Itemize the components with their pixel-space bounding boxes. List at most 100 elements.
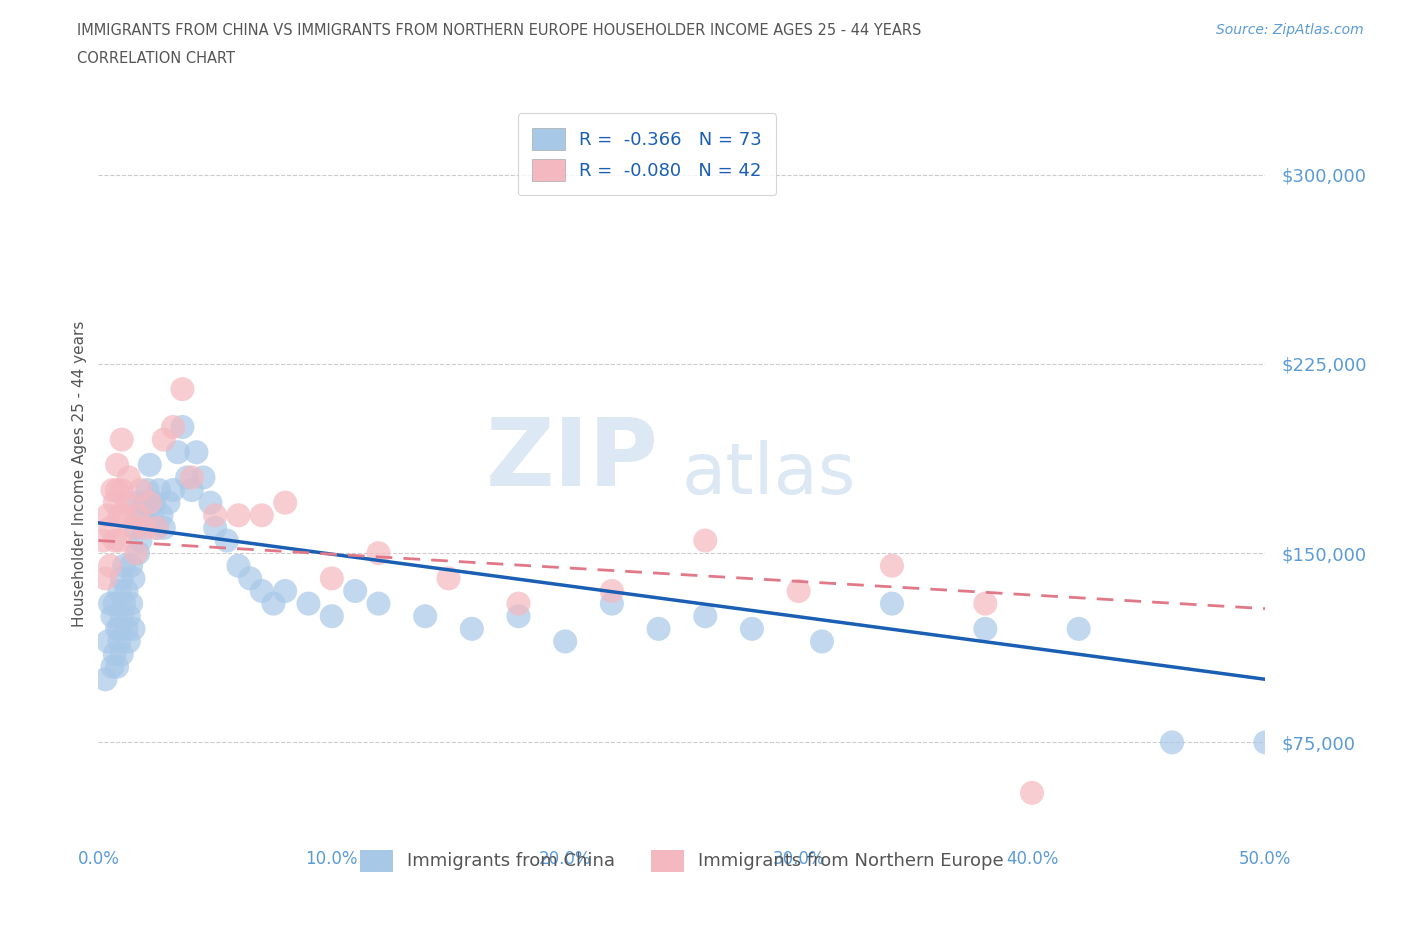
Point bbox=[122, 621, 145, 636]
Point bbox=[98, 596, 121, 611]
Point bbox=[880, 558, 903, 573]
Point bbox=[111, 571, 134, 586]
Point bbox=[274, 496, 297, 511]
Point bbox=[974, 621, 997, 636]
Point bbox=[108, 621, 131, 636]
Point bbox=[172, 419, 194, 434]
Point bbox=[115, 496, 138, 511]
Point bbox=[508, 596, 530, 611]
Point bbox=[508, 609, 530, 624]
Point bbox=[193, 470, 215, 485]
Point bbox=[166, 445, 188, 459]
Point bbox=[134, 521, 156, 536]
Point bbox=[118, 634, 141, 649]
Point bbox=[91, 533, 114, 548]
Point bbox=[136, 483, 159, 498]
Point bbox=[139, 496, 162, 511]
Point bbox=[132, 508, 155, 523]
Point bbox=[157, 496, 180, 511]
Point bbox=[101, 659, 124, 674]
Point bbox=[250, 583, 273, 598]
Point bbox=[105, 621, 128, 636]
Text: Source: ZipAtlas.com: Source: ZipAtlas.com bbox=[1216, 23, 1364, 37]
Point bbox=[274, 583, 297, 598]
Point bbox=[134, 496, 156, 511]
Point bbox=[105, 659, 128, 674]
Point bbox=[204, 521, 226, 536]
Point bbox=[105, 483, 128, 498]
Point bbox=[172, 381, 194, 396]
Point bbox=[108, 508, 131, 523]
Point bbox=[200, 496, 222, 511]
Text: atlas: atlas bbox=[682, 440, 856, 509]
Point bbox=[122, 521, 145, 536]
Point bbox=[118, 470, 141, 485]
Point bbox=[122, 571, 145, 586]
Point bbox=[880, 596, 903, 611]
Point bbox=[125, 546, 148, 561]
Point bbox=[118, 609, 141, 624]
Point bbox=[250, 508, 273, 523]
Text: CORRELATION CHART: CORRELATION CHART bbox=[77, 51, 235, 66]
Point bbox=[186, 445, 208, 459]
Point bbox=[127, 508, 149, 523]
Point bbox=[94, 571, 117, 586]
Point bbox=[204, 508, 226, 523]
Point bbox=[600, 596, 623, 611]
Point bbox=[146, 521, 169, 536]
Point bbox=[811, 634, 834, 649]
Point bbox=[228, 508, 250, 523]
Point bbox=[367, 546, 389, 561]
Point bbox=[127, 546, 149, 561]
Point bbox=[1067, 621, 1090, 636]
Point bbox=[97, 634, 120, 649]
Point bbox=[120, 558, 142, 573]
Point bbox=[108, 533, 131, 548]
Point bbox=[1021, 786, 1043, 801]
Point bbox=[162, 483, 184, 498]
Point bbox=[150, 508, 173, 523]
Point bbox=[112, 508, 135, 523]
Point bbox=[180, 470, 202, 485]
Point bbox=[413, 609, 436, 624]
Point bbox=[129, 533, 152, 548]
Point bbox=[105, 458, 128, 472]
Point bbox=[554, 634, 576, 649]
Point bbox=[344, 583, 367, 598]
Y-axis label: Householder Income Ages 25 - 44 years: Householder Income Ages 25 - 44 years bbox=[72, 321, 87, 628]
Point bbox=[176, 470, 198, 485]
Point bbox=[127, 496, 149, 511]
Point bbox=[1161, 735, 1184, 750]
Point bbox=[111, 432, 134, 447]
Point bbox=[97, 508, 120, 523]
Point bbox=[146, 521, 169, 536]
Point bbox=[112, 596, 135, 611]
Point bbox=[148, 483, 170, 498]
Point bbox=[974, 596, 997, 611]
Point bbox=[101, 609, 124, 624]
Point bbox=[239, 571, 262, 586]
Point bbox=[437, 571, 460, 586]
Point bbox=[600, 583, 623, 598]
Point bbox=[111, 646, 134, 661]
Point bbox=[321, 609, 343, 624]
Point bbox=[321, 571, 343, 586]
Point bbox=[1254, 735, 1277, 750]
Point bbox=[141, 508, 163, 523]
Point bbox=[94, 671, 117, 686]
Point bbox=[104, 646, 127, 661]
Point bbox=[695, 609, 717, 624]
Point bbox=[120, 596, 142, 611]
Text: IMMIGRANTS FROM CHINA VS IMMIGRANTS FROM NORTHERN EUROPE HOUSEHOLDER INCOME AGES: IMMIGRANTS FROM CHINA VS IMMIGRANTS FROM… bbox=[77, 23, 922, 38]
Point bbox=[98, 521, 121, 536]
Point bbox=[111, 483, 134, 498]
Point bbox=[98, 558, 121, 573]
Point bbox=[647, 621, 669, 636]
Point bbox=[143, 496, 166, 511]
Point bbox=[112, 558, 135, 573]
Point bbox=[367, 596, 389, 611]
Point bbox=[262, 596, 284, 611]
Point bbox=[125, 521, 148, 536]
Point bbox=[115, 621, 138, 636]
Point bbox=[695, 533, 717, 548]
